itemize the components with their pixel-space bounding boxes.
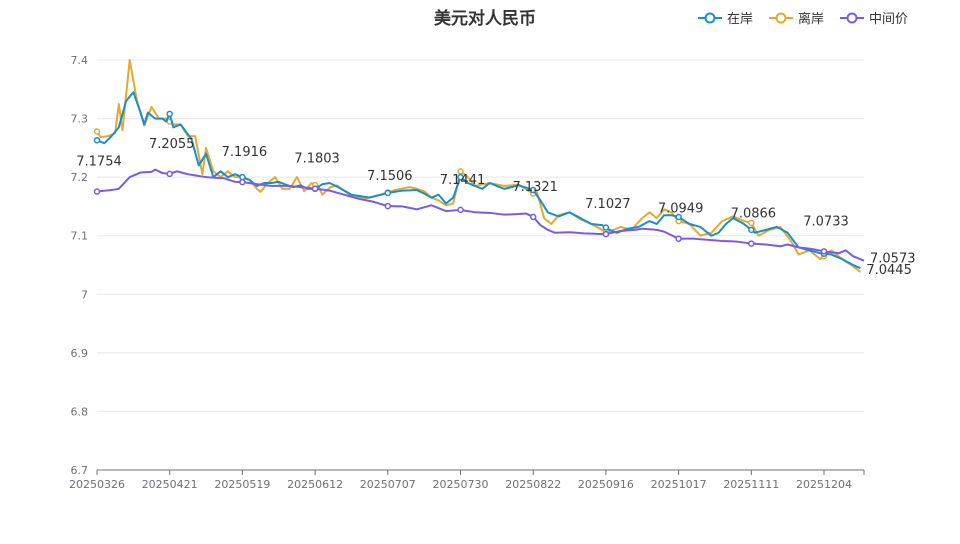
data-point	[457, 173, 464, 181]
y-tick-label: 7.1	[71, 230, 89, 243]
y-tick-label: 7.3	[71, 113, 89, 126]
data-label: 7.0733	[803, 214, 849, 229]
data-point	[748, 240, 755, 247]
data-label: 7.2055	[149, 137, 195, 152]
x-tick-label: 20251017	[651, 478, 707, 491]
legend-item[interactable]: 中间价	[839, 8, 908, 27]
end-label: 7.0445	[866, 263, 912, 278]
data-point	[748, 226, 755, 234]
data-point	[384, 202, 392, 210]
x-tick-label: 20250612	[287, 478, 343, 491]
data-label: 7.1321	[512, 180, 558, 195]
legend-label: 中间价	[868, 12, 908, 27]
data-label: 7.0866	[731, 207, 777, 222]
data-label: 7.1803	[294, 152, 340, 167]
data-label: 7.1441	[440, 173, 486, 188]
x-tick-label: 20250822	[505, 478, 561, 491]
data-point	[457, 206, 464, 214]
data-point	[166, 170, 173, 178]
data-label: 7.0949	[658, 202, 704, 217]
data-point	[675, 213, 682, 221]
data-point	[384, 189, 392, 197]
data-point	[602, 224, 610, 231]
legend-swatch-icon	[697, 12, 722, 23]
series-line	[96, 91, 861, 270]
x-tick-label: 20250730	[433, 478, 489, 491]
data-point	[93, 136, 101, 144]
data-label: 7.1754	[76, 155, 122, 170]
legend-label: 离岸	[797, 12, 824, 27]
data-point	[675, 235, 682, 242]
x-tick-label: 20250916	[578, 478, 634, 491]
x-tick-label: 20251204	[796, 478, 852, 491]
data-point	[93, 188, 101, 195]
x-tick-label: 20250519	[214, 478, 270, 491]
data-point	[311, 185, 319, 192]
y-tick-label: 6.9	[71, 347, 89, 360]
y-tick-label: 7.2	[71, 171, 89, 184]
data-point	[529, 213, 537, 221]
legend-swatch-icon	[768, 12, 793, 23]
data-point	[529, 186, 537, 194]
data-label: 7.1506	[367, 169, 413, 184]
data-point	[820, 248, 828, 255]
legend: 在岸 离岸 中间价	[697, 8, 908, 27]
data-label: 7.1916	[222, 145, 268, 160]
data-point	[93, 128, 101, 135]
x-tick-label: 20250326	[69, 478, 125, 491]
x-tick-label: 20250421	[142, 478, 198, 491]
data-point	[748, 219, 755, 227]
legend-item[interactable]: 在岸	[697, 8, 753, 27]
end-label: 7.0573	[870, 252, 916, 267]
y-tick-label: 7	[81, 288, 88, 301]
data-point	[239, 178, 246, 186]
y-tick-label: 6.7	[71, 464, 89, 477]
data-point	[457, 168, 464, 175]
y-tick-label: 6.8	[71, 405, 89, 418]
series-line	[96, 168, 865, 262]
y-tick-label: 7.4	[71, 54, 89, 67]
legend-item[interactable]: 离岸	[768, 8, 824, 27]
legend-label: 在岸	[726, 12, 753, 27]
x-tick-label: 20251111	[723, 478, 779, 491]
chart-title: 美元对人民币	[434, 9, 536, 29]
data-point	[166, 110, 173, 118]
data-point	[602, 230, 610, 238]
data-label: 7.1027	[585, 197, 631, 212]
legend-swatch-icon	[839, 12, 864, 23]
series-line	[96, 59, 861, 273]
x-tick-label: 20250707	[360, 478, 416, 491]
